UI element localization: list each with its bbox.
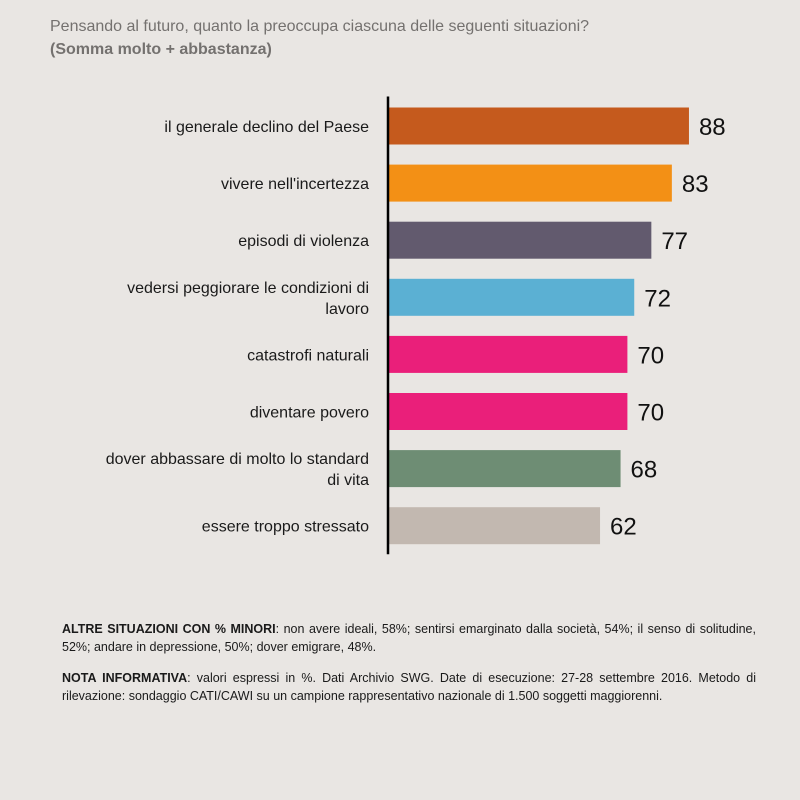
category-label-3: episodi di violenza	[238, 233, 369, 250]
bar-1	[388, 107, 689, 145]
other-situations-note: ALTRE SITUAZIONI CON % MINORI: non avere…	[62, 621, 756, 656]
other-situations-label: ALTRE SITUAZIONI CON % MINORI	[62, 622, 276, 636]
category-label-line: essere troppo stressato	[202, 519, 369, 536]
bar-5	[388, 335, 628, 373]
category-label-line: lavoro	[325, 301, 369, 318]
notes: ALTRE SITUAZIONI CON % MINORI: non avere…	[62, 621, 756, 719]
bar-4	[388, 278, 635, 316]
value-label-6: 70	[637, 400, 664, 427]
category-label-line: il generale declino del Paese	[164, 119, 369, 136]
category-label-6: diventare povero	[250, 405, 369, 422]
category-label-line: di vita	[327, 472, 369, 489]
category-label-line: episodi di violenza	[238, 233, 369, 250]
category-label-line: dover abbassare di molto lo standard	[106, 451, 369, 468]
bar-6	[388, 393, 628, 430]
bar-chart: 88 83 77 72 70 70 68 62 il generale declino del…	[106, 96, 726, 555]
category-label-4: vedersi peggiorare le condizioni di lavor…	[127, 280, 369, 318]
value-label-5: 70	[637, 342, 664, 369]
category-label-2: vivere nell'incertezza	[221, 176, 369, 193]
category-label-8: essere troppo stressato	[202, 519, 369, 536]
category-label-line: catastrofi naturali	[247, 347, 369, 364]
value-label-1: 88	[699, 114, 726, 141]
bar-7	[388, 450, 621, 488]
category-label-5: catastrofi naturali	[247, 347, 369, 364]
category-label-line: vivere nell'incertezza	[221, 176, 369, 193]
bar-8	[388, 507, 601, 545]
value-label-3: 77	[661, 228, 688, 255]
category-label-line: diventare povero	[250, 405, 369, 422]
info-note: NOTA INFORMATIVA: valori espressi in %. …	[62, 670, 756, 705]
info-note-text: : valori espressi in %. Dati Archivio SW…	[62, 671, 756, 703]
category-label-7: dover abbassare di molto lo standard di v…	[106, 451, 369, 489]
bar-3	[388, 221, 652, 259]
value-label-2: 83	[682, 171, 709, 198]
info-note-label: NOTA INFORMATIVA	[62, 671, 188, 685]
category-label-1: il generale declino del Paese	[164, 119, 369, 136]
category-label-line: vedersi peggiorare le condizioni di	[127, 280, 369, 297]
chart-title: Pensando al futuro, quanto la preoccupa …	[50, 18, 590, 35]
value-label-4: 72	[644, 285, 671, 312]
other-situations-text: : non avere ideali, 58%; sentirsi emargi…	[62, 622, 756, 654]
bar-2	[388, 164, 672, 202]
value-label-8: 62	[610, 514, 637, 541]
value-label-7: 68	[631, 457, 658, 484]
chart-subtitle: (Somma molto + abbastanza)	[50, 41, 272, 58]
